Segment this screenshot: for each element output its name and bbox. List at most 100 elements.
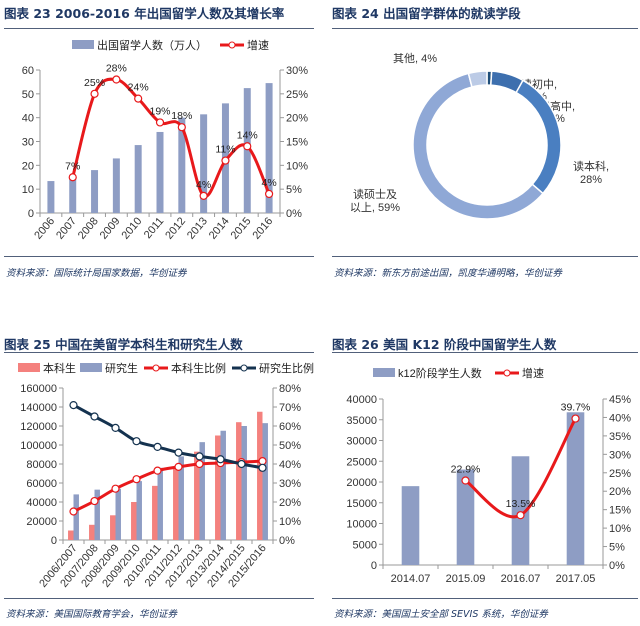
data-point <box>134 94 143 103</box>
bar <box>68 530 74 540</box>
y-tick-label: 20000 <box>26 516 57 528</box>
data-label: 4% <box>196 179 211 191</box>
y2-tick-label: 5% <box>609 542 625 554</box>
legend-label: 研究生 <box>105 361 138 375</box>
x-tick-label: 2007 <box>54 215 79 241</box>
data-point <box>69 400 78 410</box>
bar <box>112 158 120 213</box>
x-tick-label: 2015 <box>229 215 254 241</box>
y2-tick-label: 25% <box>286 89 308 101</box>
y-tick-label: 40000 <box>26 497 57 509</box>
bar <box>115 488 121 540</box>
bar <box>131 502 137 540</box>
legend-label: k12阶段学生人数 <box>398 366 482 380</box>
data-point <box>90 496 99 506</box>
y2-tick-label: 0% <box>609 560 625 572</box>
y2-tick-label: 30% <box>279 478 301 490</box>
bar <box>511 456 530 565</box>
chart-26: 0 5000 10000 15000 20000 25000 30000 35000 40000… <box>346 366 631 585</box>
x-tick-label: 2009 <box>98 215 123 241</box>
y2-tick-label: 30% <box>286 65 308 77</box>
data-label: 19% <box>149 105 170 117</box>
figure-25-source: 资料来源：美国国际教育学会，华创证券 <box>6 609 178 620</box>
y2-tick-label: 20% <box>279 497 301 509</box>
x-tick-label: 2015.09 <box>446 573 486 585</box>
data-label: 22.9% <box>451 464 481 476</box>
y2-tick-label: 10% <box>609 523 631 535</box>
y-tick-label: 20 <box>22 160 34 172</box>
series-line <box>71 77 271 198</box>
x-tick-label: 2008 <box>76 215 101 241</box>
y2-tick-label: 0% <box>279 535 295 547</box>
y-tick-label: 0 <box>371 560 377 572</box>
bar <box>241 426 247 540</box>
slice-value: 28% <box>580 174 602 186</box>
data-label: 14% <box>237 129 258 141</box>
x-tick-label: 2017.05 <box>556 573 596 585</box>
data-point <box>111 484 120 493</box>
y-tick-label: 160000 <box>20 383 57 395</box>
figure-24-title: 图表 24 出国留学群体的就读学段 <box>332 6 521 21</box>
pie-slice <box>467 70 488 88</box>
data-point <box>195 452 204 461</box>
y-tick-label: 10000 <box>346 519 377 531</box>
y-tick-label: 60000 <box>26 478 57 490</box>
figure-26-title: 图表 26 美国 K12 阶段中国留学生人数 <box>332 337 557 352</box>
legend-swatch <box>18 363 40 372</box>
legend-marker <box>228 41 236 49</box>
legend-swatch <box>72 40 94 49</box>
data-point <box>264 189 274 199</box>
bar <box>220 430 226 540</box>
y-tick-label: 100000 <box>20 440 57 452</box>
bar <box>215 435 221 540</box>
slice-label: 其他, 4% <box>393 52 437 65</box>
y-tick-label: 5000 <box>353 539 377 551</box>
y-tick-label: 80000 <box>26 459 57 471</box>
data-point <box>155 118 165 127</box>
x-tick-label: 2014.07 <box>391 573 431 585</box>
series-line <box>72 459 263 513</box>
legend-marker <box>152 364 160 372</box>
data-label: 7% <box>65 160 80 172</box>
y-tick-label: 0 <box>28 208 34 220</box>
y-tick-label: 30000 <box>346 436 377 448</box>
data-label: 4% <box>261 177 276 189</box>
data-label: 18% <box>171 110 192 122</box>
y-tick-label: 25000 <box>346 456 377 468</box>
y2-tick-label: 20% <box>286 113 308 125</box>
x-tick-label: 2014 <box>207 215 232 241</box>
x-tick-label: 2010 <box>120 215 145 241</box>
y2-tick-label: 15% <box>609 505 631 517</box>
bar <box>456 469 475 565</box>
x-tick-label: 2012 <box>163 215 188 241</box>
bar <box>265 83 273 213</box>
data-label: 28% <box>106 63 127 75</box>
legend-label: 增速 <box>247 38 269 52</box>
bar <box>156 131 164 213</box>
y2-tick-label: 40% <box>279 459 301 471</box>
data-point <box>111 423 120 433</box>
x-tick-label: 2011 <box>142 215 166 241</box>
bar <box>199 442 205 540</box>
legend-label: 研究生比例 <box>259 361 314 375</box>
data-point <box>174 462 183 471</box>
bar <box>91 170 99 213</box>
legend-label: 增速 <box>522 366 544 380</box>
data-point <box>90 412 99 421</box>
data-point <box>571 414 580 423</box>
bar <box>200 114 208 213</box>
bar <box>262 423 268 540</box>
bar <box>157 467 163 540</box>
data-point <box>153 466 162 475</box>
bar <box>566 412 585 565</box>
bar <box>401 486 420 565</box>
y2-tick-label: 0% <box>286 208 302 220</box>
y2-tick-label: 45% <box>609 394 631 406</box>
bar <box>194 451 200 540</box>
legend-label: 本科生 <box>43 361 76 375</box>
data-label: 39.7% <box>561 402 591 414</box>
y-tick-label: 40 <box>22 113 34 125</box>
y2-tick-label: 60% <box>279 421 301 433</box>
divider <box>332 352 638 353</box>
figure-24-source: 资料来源：新东方前途出国，凯度华通明略，华创证券 <box>334 268 563 279</box>
